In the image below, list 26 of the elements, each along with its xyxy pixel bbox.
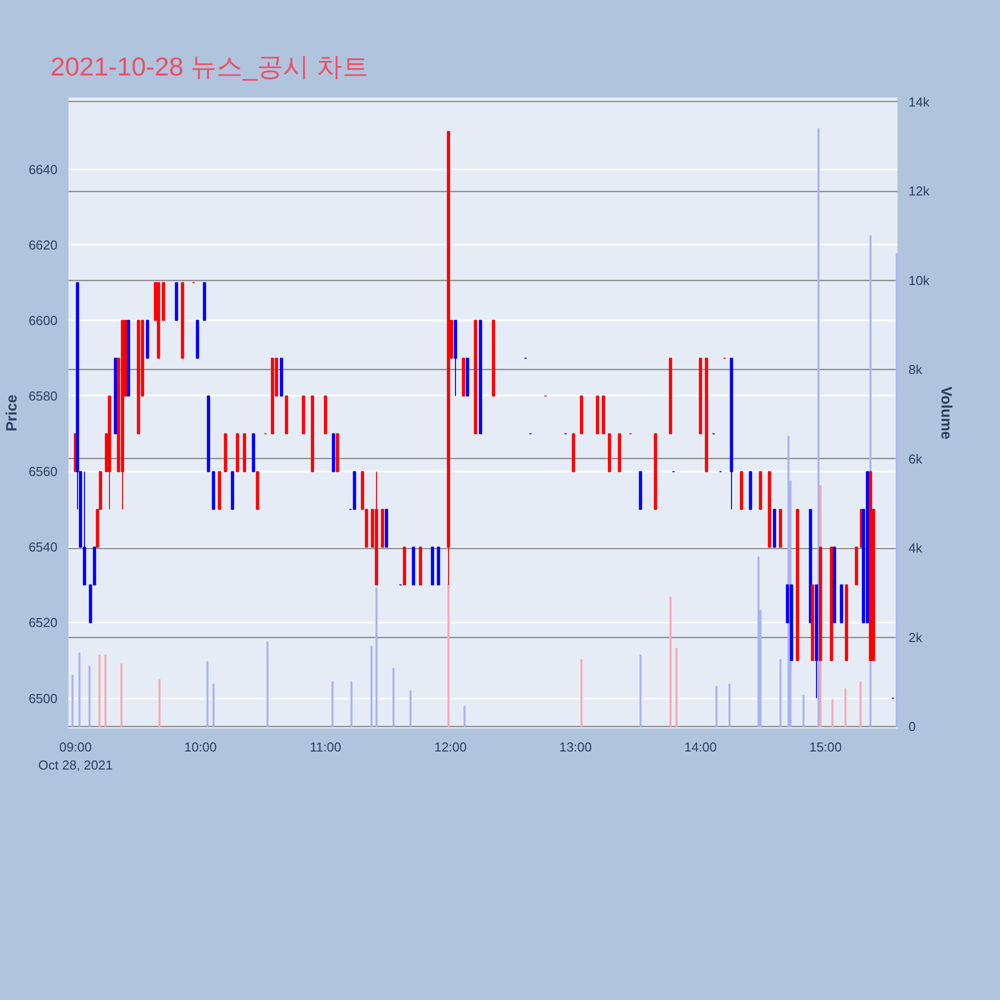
y-tick-label: 6560	[28, 464, 58, 480]
x-tick-label: 14:00	[684, 740, 717, 754]
x-tick-label: 15:00	[809, 740, 842, 754]
y-tick-label: 6520	[28, 615, 58, 630]
y2-tick-label: 6k	[908, 451, 923, 466]
x-tick-label: 13:00	[559, 740, 592, 754]
y2-tick-label: 8k	[908, 362, 923, 378]
y2-tick-label: 2k	[908, 630, 923, 645]
x-tick-label: 10:00	[184, 740, 217, 754]
y2-tick-label: 10k	[908, 272, 930, 288]
y2-tick-label: 14k	[908, 94, 930, 110]
y-tick-label: 6540	[28, 540, 58, 555]
x-tick-label: 11:00	[310, 740, 342, 754]
y-tick-label: 6620	[28, 237, 58, 252]
y2-tick-label: 12k	[908, 184, 930, 199]
y2-tick-label: 4k	[908, 540, 923, 556]
y-tick-label: 6600	[28, 312, 58, 328]
y-tick-label: 6640	[28, 162, 58, 177]
chart-title: 2021-10-28 뉴스_공시 차트	[50, 52, 368, 82]
y2-axis-title: Volume	[937, 386, 954, 440]
y-tick-label: 6580	[28, 388, 58, 404]
x-tick-label: 12:00	[434, 740, 467, 754]
x-tick-label: 09:00 Oct 28, 2021	[38, 740, 113, 772]
y-axis-title: Price	[4, 394, 21, 432]
y2-tick-label: 0	[908, 718, 916, 734]
y-tick-label: 6500	[28, 690, 58, 706]
